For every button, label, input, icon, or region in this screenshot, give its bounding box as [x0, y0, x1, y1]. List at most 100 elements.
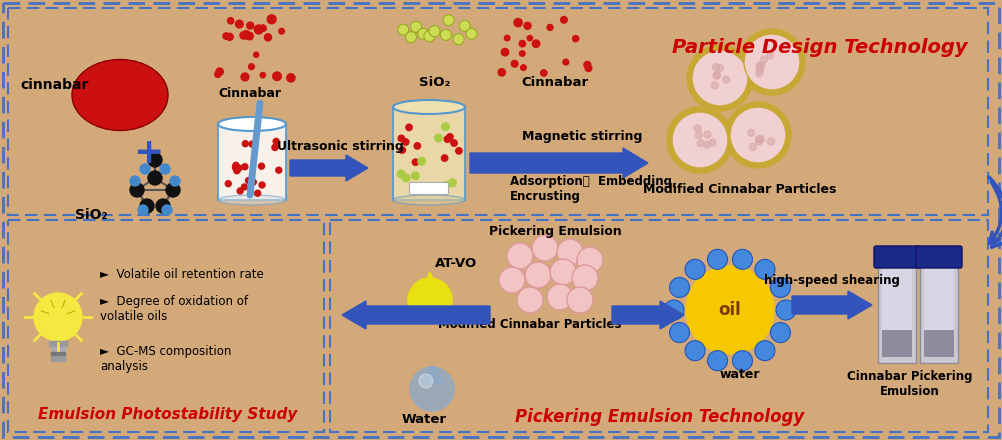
Bar [8, 8, 988, 215]
Circle shape [451, 140, 457, 146]
Circle shape [716, 65, 723, 72]
Bar [393, 107, 465, 200]
Circle shape [232, 165, 238, 170]
Circle shape [532, 40, 540, 48]
Circle shape [669, 278, 689, 297]
Circle shape [771, 323, 791, 343]
Circle shape [411, 21, 422, 32]
Circle shape [410, 367, 454, 411]
Circle shape [255, 190, 261, 196]
Circle shape [254, 52, 259, 57]
Circle shape [261, 26, 267, 31]
Text: AT-VO: AT-VO [435, 257, 477, 270]
Circle shape [767, 52, 774, 59]
Circle shape [265, 34, 272, 41]
Bar [878, 258, 916, 363]
Circle shape [739, 29, 805, 95]
FancyArrow shape [342, 301, 490, 329]
Circle shape [236, 165, 242, 171]
Circle shape [520, 51, 525, 56]
Circle shape [697, 140, 704, 147]
Circle shape [449, 179, 456, 187]
Circle shape [431, 185, 438, 192]
Bar [218, 124, 286, 200]
Circle shape [747, 129, 755, 136]
Circle shape [444, 136, 451, 143]
Circle shape [447, 134, 453, 140]
Circle shape [563, 59, 569, 65]
Circle shape [707, 351, 727, 370]
Circle shape [504, 35, 510, 41]
Text: Magnetic stirring: Magnetic stirring [522, 130, 642, 143]
Text: Pickering Emulsion: Pickering Emulsion [489, 225, 621, 238]
Circle shape [744, 34, 800, 90]
Circle shape [398, 170, 405, 178]
Circle shape [439, 183, 445, 190]
Circle shape [498, 69, 505, 76]
Circle shape [664, 300, 684, 320]
Circle shape [130, 176, 140, 186]
Circle shape [685, 259, 705, 279]
Circle shape [148, 153, 162, 167]
Circle shape [547, 284, 573, 310]
Circle shape [572, 265, 598, 291]
Circle shape [276, 167, 282, 173]
Circle shape [226, 33, 233, 40]
Text: Cinnabar: Cinnabar [218, 87, 282, 100]
Polygon shape [420, 272, 440, 294]
Circle shape [398, 135, 405, 142]
Circle shape [268, 15, 277, 24]
Text: Pickering Emulsion Technology: Pickering Emulsion Technology [515, 408, 805, 426]
Circle shape [418, 158, 426, 165]
Circle shape [687, 45, 753, 111]
Circle shape [245, 177, 252, 183]
Circle shape [703, 141, 710, 148]
Circle shape [713, 72, 720, 79]
Circle shape [442, 155, 448, 161]
Circle shape [148, 171, 162, 185]
Circle shape [776, 300, 796, 320]
Circle shape [403, 139, 409, 145]
Circle shape [412, 172, 419, 180]
Text: Modified Cinnabar Particles: Modified Cinnabar Particles [438, 318, 622, 331]
Ellipse shape [393, 100, 465, 114]
Circle shape [413, 159, 419, 165]
Circle shape [524, 22, 531, 29]
Bar [49, 341, 67, 346]
Text: high-speed shearing: high-speed shearing [765, 274, 900, 287]
Circle shape [749, 143, 757, 150]
Circle shape [711, 82, 718, 89]
Circle shape [695, 132, 702, 139]
Circle shape [732, 351, 753, 370]
Circle shape [259, 163, 265, 169]
Circle shape [156, 199, 170, 213]
Circle shape [577, 247, 603, 273]
Text: Cinnabar Pickering
Emulsion: Cinnabar Pickering Emulsion [848, 370, 973, 398]
Circle shape [170, 176, 180, 186]
Circle shape [424, 31, 435, 42]
Text: +: + [133, 136, 163, 170]
Circle shape [525, 262, 551, 288]
Circle shape [585, 65, 592, 72]
FancyBboxPatch shape [410, 183, 449, 194]
Circle shape [274, 139, 280, 144]
Circle shape [572, 36, 579, 42]
Text: Cinnabar: Cinnabar [521, 76, 588, 89]
Circle shape [130, 183, 144, 197]
Bar [330, 220, 988, 432]
Circle shape [442, 123, 449, 130]
Bar [51, 347, 65, 352]
Circle shape [517, 287, 543, 313]
Circle shape [499, 267, 525, 293]
Circle shape [501, 48, 509, 56]
Circle shape [756, 136, 763, 143]
Circle shape [758, 136, 765, 143]
Circle shape [704, 131, 711, 138]
Bar [924, 265, 954, 357]
Circle shape [511, 60, 518, 67]
Circle shape [418, 28, 429, 39]
Text: Ultrasonic stirring: Ultrasonic stirring [277, 140, 404, 153]
Text: ►  Volatile oil retention rate: ► Volatile oil retention rate [100, 268, 264, 281]
Ellipse shape [393, 195, 465, 205]
Circle shape [757, 66, 764, 73]
